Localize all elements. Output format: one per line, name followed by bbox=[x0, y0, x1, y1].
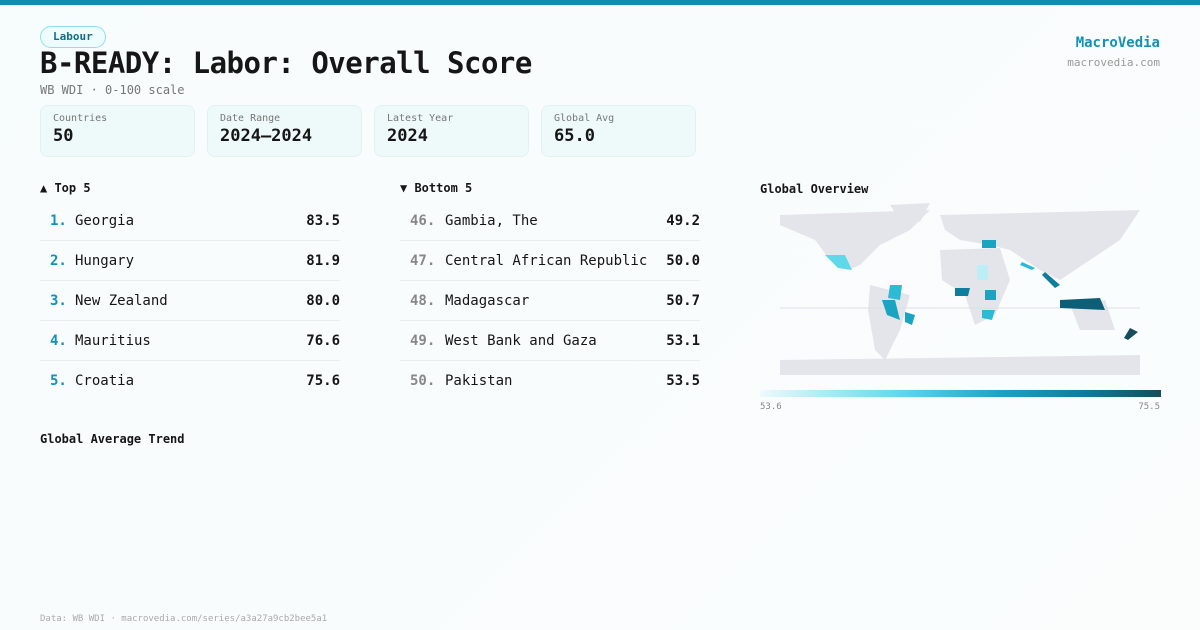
country-name: Hungary bbox=[75, 252, 135, 269]
eurasia bbox=[940, 210, 1140, 280]
map-title: Global Overview bbox=[760, 182, 869, 196]
score: 76.6 bbox=[306, 332, 340, 349]
rank: 50. bbox=[410, 373, 436, 389]
country-peru bbox=[882, 300, 900, 320]
color-legend bbox=[760, 390, 1161, 397]
stat-countries: Countries 50 bbox=[40, 105, 195, 157]
list-item[interactable]: 50. Pakistan 53.5 bbox=[400, 361, 700, 401]
legend-max: 75.5 bbox=[1138, 402, 1160, 412]
list-item[interactable]: 47. Central African Republic 50.0 bbox=[400, 241, 700, 281]
data-countries bbox=[825, 240, 1138, 340]
country-indonesia bbox=[1060, 298, 1105, 310]
score: 53.1 bbox=[666, 332, 700, 349]
rank: 2. bbox=[50, 252, 67, 269]
rank: 5. bbox=[50, 373, 67, 389]
brand-url[interactable]: macrovedia.com bbox=[1067, 56, 1160, 69]
country-nepal bbox=[1020, 262, 1035, 270]
africa bbox=[940, 248, 1010, 325]
list-item[interactable]: 3. New Zealand 80.0 bbox=[40, 281, 340, 321]
rank: 3. bbox=[50, 292, 67, 309]
country-name: Gambia, The bbox=[445, 212, 538, 229]
stat-value: 50 bbox=[53, 126, 74, 146]
rank: 48. bbox=[410, 292, 436, 309]
country-chad bbox=[977, 265, 988, 280]
rank: 49. bbox=[410, 332, 436, 349]
country-name: New Zealand bbox=[75, 292, 168, 309]
footer-source: Data: WB WDI · macrovedia.com/series/a3a… bbox=[40, 614, 328, 624]
stat-label: Global Avg bbox=[554, 113, 615, 124]
stat-value: 65.0 bbox=[554, 126, 595, 146]
list-item[interactable]: 46. Gambia, The 49.2 bbox=[400, 201, 700, 241]
top-5-list: ▲ Top 5 1. Georgia 83.5 2. Hungary 81.9 3. New … bbox=[40, 181, 340, 401]
score: 80.0 bbox=[306, 292, 340, 309]
rank: 1. bbox=[50, 212, 67, 229]
country-name: Georgia bbox=[75, 212, 135, 229]
stat-latest-year: Latest Year 2024 bbox=[374, 105, 529, 157]
rank: 47. bbox=[410, 252, 436, 269]
greenland bbox=[890, 203, 930, 222]
country-new-zealand bbox=[1124, 328, 1138, 340]
bottom-5-heading: ▼ Bottom 5 bbox=[400, 181, 473, 195]
list-item[interactable]: 2. Hungary 81.9 bbox=[40, 241, 340, 281]
rank: 4. bbox=[50, 332, 67, 349]
country-vietnam bbox=[1042, 272, 1060, 288]
country-colombia bbox=[888, 285, 902, 300]
south-america bbox=[868, 285, 910, 360]
category-badge[interactable]: Labour bbox=[40, 26, 106, 48]
country-west-africa bbox=[955, 288, 970, 296]
stat-label: Date Range bbox=[220, 113, 281, 124]
land-masses bbox=[780, 203, 1140, 375]
stat-date-range: Date Range 2024–2024 bbox=[207, 105, 362, 157]
country-paraguay bbox=[905, 312, 915, 325]
stats-row: Countries 50 Date Range 2024–2024 Latest Y… bbox=[40, 105, 696, 157]
score: 83.5 bbox=[306, 212, 340, 229]
legend-min: 53.6 bbox=[760, 402, 782, 412]
page-title: B-READY: Labor: Overall Score bbox=[40, 46, 532, 80]
trend-title: Global Average Trend bbox=[40, 432, 185, 446]
country-name: Croatia bbox=[75, 373, 135, 389]
top-accent-bar bbox=[0, 0, 1200, 5]
score: 49.2 bbox=[666, 212, 700, 229]
score: 53.5 bbox=[666, 373, 700, 389]
country-tanzania bbox=[985, 290, 996, 300]
list-item[interactable]: 5. Croatia 75.6 bbox=[40, 361, 340, 401]
country-name: Central African Republic bbox=[445, 252, 648, 269]
rank: 46. bbox=[410, 212, 436, 229]
world-map[interactable] bbox=[760, 200, 1161, 375]
brand-logo[interactable]: MacroVedia bbox=[1075, 35, 1160, 51]
score: 75.6 bbox=[306, 373, 340, 389]
country-mexico bbox=[825, 255, 852, 270]
stat-label: Latest Year bbox=[387, 113, 454, 124]
stat-value: 2024–2024 bbox=[220, 126, 313, 146]
score: 50.0 bbox=[666, 252, 700, 269]
score: 81.9 bbox=[306, 252, 340, 269]
country-name: West Bank and Gaza bbox=[445, 332, 597, 349]
list-item[interactable]: 4. Mauritius 76.6 bbox=[40, 321, 340, 361]
list-item[interactable]: 48. Madagascar 50.7 bbox=[400, 281, 700, 321]
list-item[interactable]: 1. Georgia 83.5 bbox=[40, 201, 340, 241]
bottom-5-list: ▼ Bottom 5 46. Gambia, The 49.2 47. Central … bbox=[400, 181, 700, 401]
top-5-heading: ▲ Top 5 bbox=[40, 181, 91, 195]
list-item[interactable]: 49. West Bank and Gaza 53.1 bbox=[400, 321, 700, 361]
subtitle: WB WDI · 0-100 scale bbox=[40, 83, 185, 97]
score: 50.7 bbox=[666, 292, 700, 309]
country-name: Pakistan bbox=[445, 373, 513, 389]
north-america bbox=[780, 210, 930, 270]
country-name: Madagascar bbox=[445, 292, 530, 309]
stat-value: 2024 bbox=[387, 126, 428, 146]
stat-label: Countries bbox=[53, 113, 108, 124]
country-hungary-region bbox=[982, 240, 996, 248]
country-name: Mauritius bbox=[75, 332, 151, 349]
country-zimbabwe bbox=[982, 310, 995, 320]
stat-global-avg: Global Avg 65.0 bbox=[541, 105, 696, 157]
antarctica bbox=[780, 355, 1140, 375]
